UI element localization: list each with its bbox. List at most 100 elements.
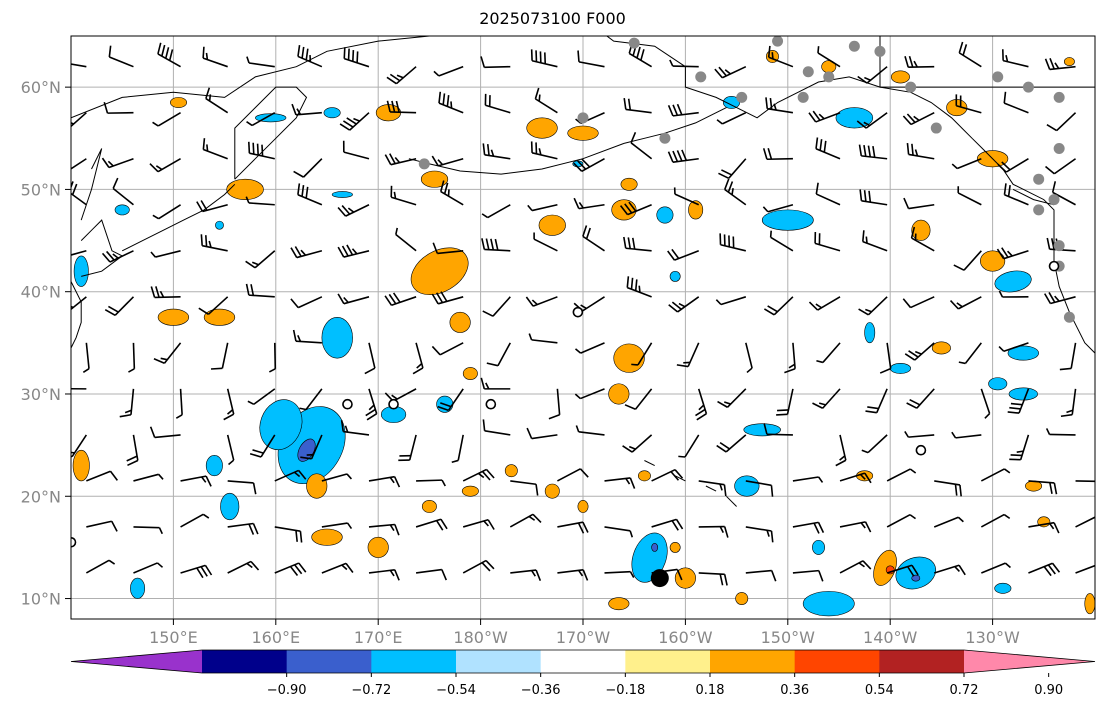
wind-barb xyxy=(246,112,276,127)
wind-barb xyxy=(526,427,558,440)
station-dot xyxy=(1053,143,1065,155)
wind-barb xyxy=(886,564,919,577)
y-tick-labels: 10°N 20°N 30°N 40°N 50°N 60°N xyxy=(21,78,71,609)
station-dot xyxy=(1053,240,1065,252)
colorbar-bin xyxy=(202,650,288,673)
wind-barb xyxy=(71,296,87,311)
wind-barb xyxy=(723,178,747,206)
wind-barb xyxy=(343,47,370,68)
wind-barb xyxy=(980,468,1011,482)
wind-barb xyxy=(71,387,87,390)
anomaly-patch xyxy=(994,270,1032,293)
wind-barbs xyxy=(71,41,1095,586)
wind-barb xyxy=(438,91,464,114)
anomaly-patch xyxy=(526,117,558,139)
wind-barb xyxy=(386,66,417,85)
wind-barb xyxy=(573,158,605,173)
x-tick-label: 150°E xyxy=(149,628,198,647)
wind-barb xyxy=(480,377,511,390)
wind-barb xyxy=(816,342,841,364)
wind-barb xyxy=(714,65,747,79)
wind-barb xyxy=(101,157,134,169)
station-dot xyxy=(736,91,748,103)
wind-barb xyxy=(245,283,275,298)
colorbar-bin xyxy=(879,650,965,673)
wind-barb xyxy=(86,520,118,532)
wind-barb xyxy=(1045,158,1077,175)
y-tick-label: 30°N xyxy=(21,385,61,404)
colorbar-bin xyxy=(625,650,711,673)
wind-barb xyxy=(812,388,841,409)
colorbar: −0.90 −0.72 −0.54 −0.36 −0.18 0.18 0.36 0.54 0.7… xyxy=(70,649,1096,698)
wind-barb xyxy=(292,329,322,344)
station-dot xyxy=(659,132,671,144)
wind-barb xyxy=(530,49,558,68)
wind-barb xyxy=(676,342,700,368)
map-title: 2025073100 F000 xyxy=(479,9,626,28)
wind-barb xyxy=(431,342,464,356)
anomaly-patch xyxy=(461,485,479,497)
colorbar-extend-high xyxy=(964,650,1095,673)
anomaly-patch xyxy=(988,377,1008,391)
colorbar-label: 0.72 xyxy=(950,683,979,698)
wind-barb xyxy=(673,187,700,206)
coastline xyxy=(606,36,973,139)
anomaly-patch xyxy=(688,200,704,220)
wind-barb xyxy=(904,430,935,438)
wind-barb xyxy=(180,513,210,528)
calm-station xyxy=(485,398,497,410)
wind-barb xyxy=(299,388,323,411)
wind-barb xyxy=(861,434,888,454)
wind-barb xyxy=(857,66,888,84)
wind-barb xyxy=(71,63,87,68)
wind-barb xyxy=(342,140,370,160)
wind-barb xyxy=(698,525,729,538)
wind-barb xyxy=(384,292,417,307)
anomaly-core xyxy=(911,574,921,582)
wind-barb xyxy=(949,296,982,310)
wind-barb xyxy=(71,250,87,256)
wind-barb xyxy=(104,296,135,316)
x-tick-label: 180°W xyxy=(453,628,508,647)
y-tick-label: 20°N xyxy=(21,487,61,506)
anomaly-patch xyxy=(1063,57,1075,66)
colorbar-extend-low xyxy=(71,650,202,673)
station-dot xyxy=(802,66,814,78)
wind-barb xyxy=(1075,480,1095,483)
wind-barb xyxy=(482,419,511,436)
coastline xyxy=(1012,188,1055,206)
colorbar-bin xyxy=(371,650,457,673)
wind-barb xyxy=(101,250,134,263)
wind-barb xyxy=(678,434,700,458)
coastline xyxy=(674,475,686,482)
anomaly-patch xyxy=(735,592,749,605)
wind-barb xyxy=(839,521,872,533)
wind-barb xyxy=(903,197,935,210)
wind-barb xyxy=(996,247,1029,260)
wind-barb xyxy=(958,342,982,365)
anomaly-patch xyxy=(761,209,814,231)
anomaly-patch xyxy=(311,528,343,546)
wind-barb xyxy=(1059,342,1077,371)
colorbar-bin xyxy=(540,650,626,673)
wind-barb xyxy=(886,514,917,528)
station-dot xyxy=(930,122,942,134)
wind-barb xyxy=(858,144,888,160)
wind-barb xyxy=(835,434,847,467)
wind-barb xyxy=(180,564,213,579)
grid-lines xyxy=(71,36,1095,619)
anomaly-patch xyxy=(812,539,825,555)
wind-barb xyxy=(133,473,164,482)
anomaly-patch xyxy=(895,556,937,590)
wind-barb xyxy=(904,55,935,69)
wind-barb xyxy=(745,569,777,582)
wind-barb xyxy=(582,225,605,252)
x-tick-label: 160°E xyxy=(251,628,300,647)
wind-barb xyxy=(481,238,511,252)
wind-barb xyxy=(856,112,888,129)
colorbar-bin xyxy=(794,650,880,673)
anomaly-patch xyxy=(613,343,645,373)
wind-barb xyxy=(792,521,825,534)
anomaly-core xyxy=(651,543,659,552)
colorbar-bin xyxy=(710,650,796,673)
